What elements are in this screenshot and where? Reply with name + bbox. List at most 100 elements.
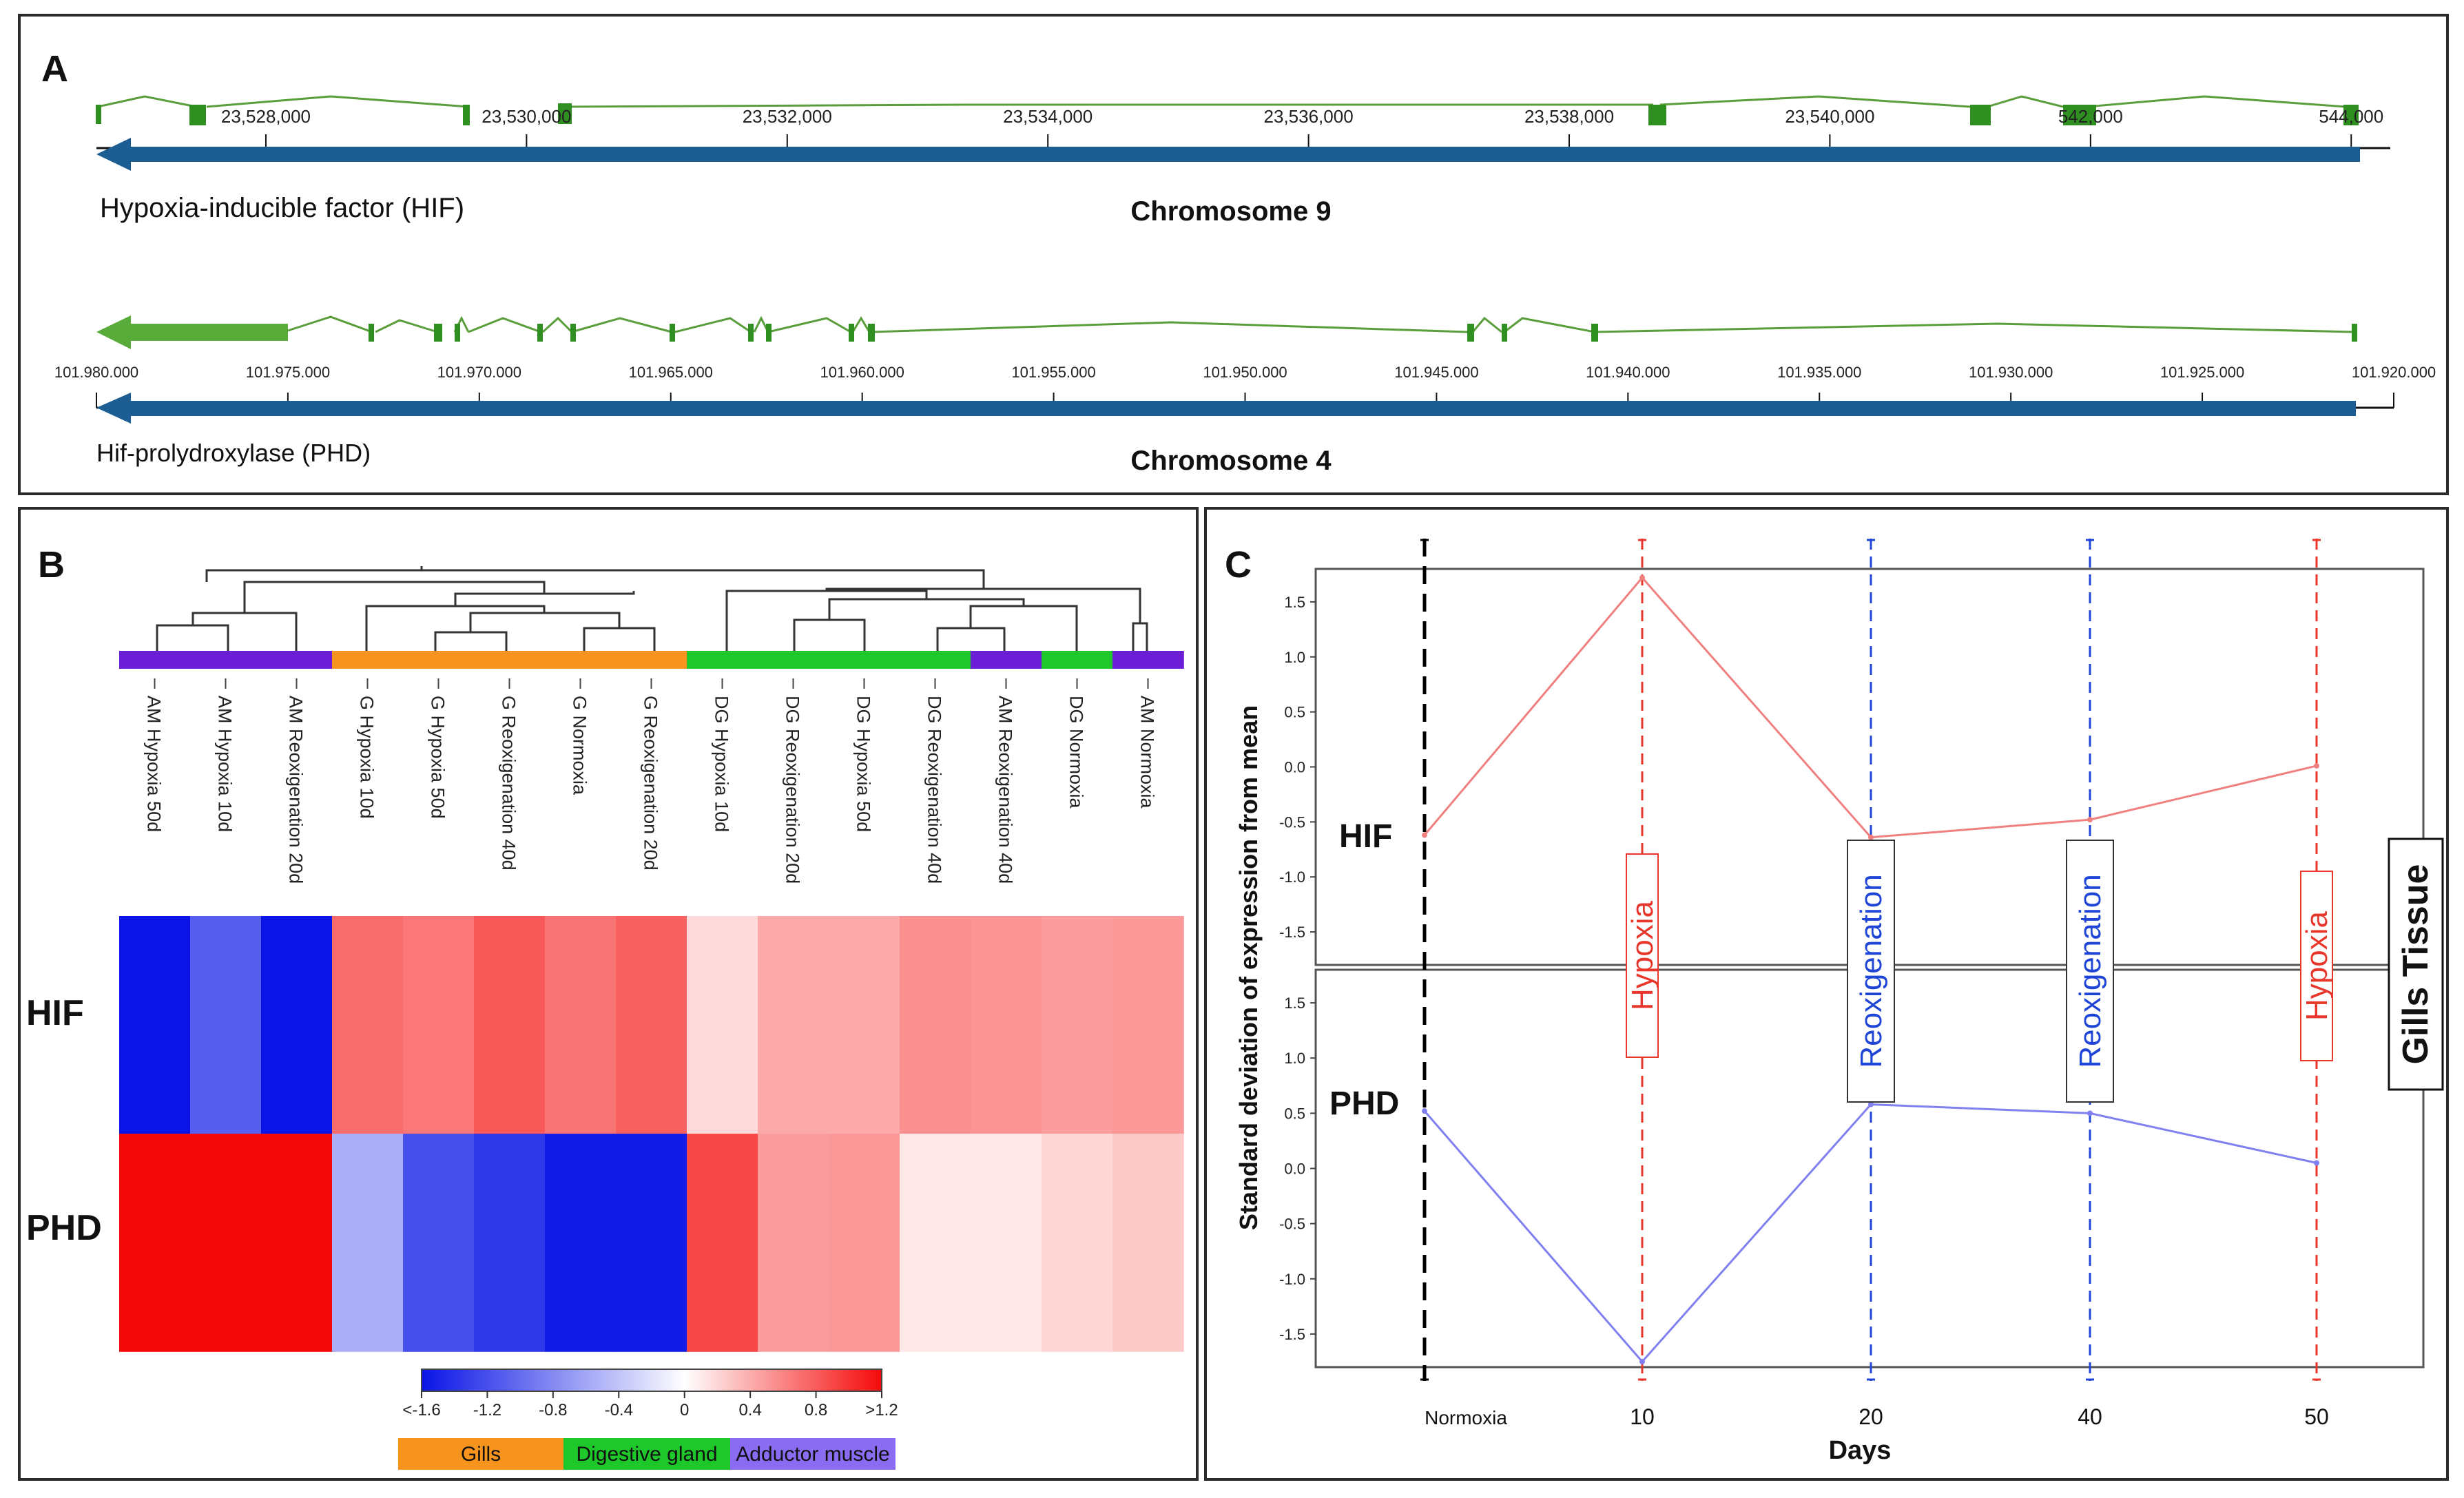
tissue-bar-segment [758,651,829,669]
phd-exon [455,324,460,342]
phd-exon [868,324,875,342]
heatmap-cell [687,916,758,1134]
tissue-legend-swatch [730,1438,895,1470]
series-label-phd: PHD [1329,1085,1399,1122]
phd-exon [369,324,374,342]
heatmap-cell [616,916,687,1134]
hif-gene-track: 23,528,000 23,530,000 23,532,000 23,534,000… [96,95,2390,227]
phd-exon [2352,324,2357,342]
axis-tick-label: 101.930.000 [1969,364,2053,381]
heatmap-cell [190,916,262,1134]
hif-axis: 23,528,000 23,530,000 23,532,000 23,534,000… [221,106,2383,148]
axis-tick-label: 101.950.000 [1203,364,1287,381]
series-point-hif [1422,832,1427,838]
tissue-bar-segment [687,651,758,669]
tissue-bar-segment [1042,651,1113,669]
annotation-box [1626,853,1659,1058]
heatmap-column-label: DG Reoxigenation 40d [924,696,945,884]
heatmap-cell [1112,916,1184,1134]
heatmap-cell [900,916,971,1134]
tissue-legend-label: Digestive gland [576,1443,717,1466]
heatmap-row-label-hif: HIF [26,993,84,1033]
x-tick-label: 20 [1859,1404,1883,1429]
phd-exon [766,324,772,342]
y-tick-label-bottom: -1.5 [1279,1326,1305,1343]
dendrogram [156,566,1148,651]
heatmap-cells [119,916,1184,1352]
hif-chromosome-label: Chromosome 9 [1130,196,1331,227]
panel-c-label: C [1225,544,1252,585]
heatmap-column-label: AM Normoxia [1137,696,1158,809]
heatmap-cell [190,1134,262,1352]
panel-a-label: A [41,48,68,90]
heatmap-cell [332,916,404,1134]
x-tick-label: 40 [2078,1404,2102,1429]
x-tick-label: Normoxia [1425,1407,1507,1428]
panel-c: C 1.5 1.5 1.0 1.0 0.5 0.5 0.0 0.0 -0.5 -0.5 -1.0 -1… [1204,507,2449,1481]
panel-b: B AM Hypoxia 50d AM Hypoxia 10d AM Reoxige… [18,507,1199,1481]
axis-tick-label: 23,538,000 [1524,106,1614,127]
tissue-legend: Gills Digestive gland Adductor muscle [398,1438,895,1470]
heatmap-cell [616,1134,687,1352]
tissue-legend-label: Adductor muscle [736,1443,889,1466]
heatmap-row-label-phd: PHD [26,1208,102,1248]
series-point-phd [1868,1101,1874,1107]
side-label: Gills Tissue [2396,864,2436,1065]
axis-tick-label: 101.955.000 [1011,364,1095,381]
heatmap-cell [687,1134,758,1352]
phd-intron-path [287,315,2355,333]
phd-chromosome-label: Chromosome 4 [1130,446,1332,476]
axis-tick-label: 544,000 [2319,106,2383,127]
heatmap-column-label: G Normoxia [570,696,590,795]
y-tick-label-top: 1.5 [1284,594,1305,611]
phd-exon [670,324,675,342]
colorbar-tick-label: >1.2 [865,1401,898,1419]
heatmap-cell [1112,1134,1184,1352]
hif-exon [1970,105,1991,125]
hif-exon [189,105,206,125]
colorbar-ticks: <-1.6 -1.2 -0.8 -0.4 0 0.4 0.8 >1.2 [402,1391,898,1419]
side-label-box: Gills Tissue [2388,838,2444,1091]
tissue-bar-segment [545,651,617,669]
tissue-bar-segment [332,651,404,669]
heatmap-cell [474,916,546,1134]
heatmap-cell [474,1134,546,1352]
tissue-bar-segment [971,651,1042,669]
phd-exon [1502,324,1507,342]
heatmap-column-label: DG Reoxigenation 20d [783,696,803,884]
phd-gene-arrow [96,393,2356,424]
panel-a-frame [18,14,2449,495]
phd-exon [849,324,854,342]
hif-exon [2343,105,2359,125]
hif-exon [463,105,470,125]
tissue-legend-swatch [563,1438,730,1470]
heatmap-column-label: DG Normoxia [1066,696,1087,809]
y-tick-label-bottom: -0.5 [1279,1216,1305,1233]
axis-tick-label: 23,530,000 [482,106,571,127]
heatmap-column-label: AM Hypoxia 10d [215,696,236,832]
tissue-bar-segment [261,651,333,669]
y-tick-label-top: 0.0 [1284,759,1305,776]
axis-tick-label: 101.935.000 [1777,364,1861,381]
tissue-bar-segment [616,651,687,669]
series-point-hif [2087,817,2093,823]
colorbar-tick-label: -0.8 [539,1401,567,1419]
axis-tick-label: 101.980.000 [54,364,138,381]
heatmap-column-label: AM Reoxigenation 20d [286,696,307,884]
y-tick-label-bottom: 0.5 [1284,1105,1305,1122]
colorbar-tick-label: -1.2 [473,1401,501,1419]
series-label-hif: HIF [1339,818,1392,855]
panel-b-label: B [38,544,65,585]
panel-c-frame [1204,507,2449,1481]
heatmap-column-labels: AM Hypoxia 50d AM Hypoxia 10d AM Reoxigena… [144,678,1158,884]
line-chart: 1.5 1.5 1.0 1.0 0.5 0.5 0.0 0.0 -0.5 -0.5 -1.0 -1.0… [1279,539,2334,1429]
annotation-label: Hypoxia [1626,900,1659,1010]
phd-gene-label: Hif-prolydroxylase (PHD) [96,439,371,467]
tissue-bar-segment [119,651,191,669]
hif-exon [558,103,572,124]
colorbar-tick-label: 0 [680,1401,689,1419]
tissue-bar-segment [829,651,900,669]
heatmap-cell [119,1134,191,1352]
axis-tick-label: 101.925.000 [2160,364,2244,381]
tissue-bar-segment [474,651,546,669]
